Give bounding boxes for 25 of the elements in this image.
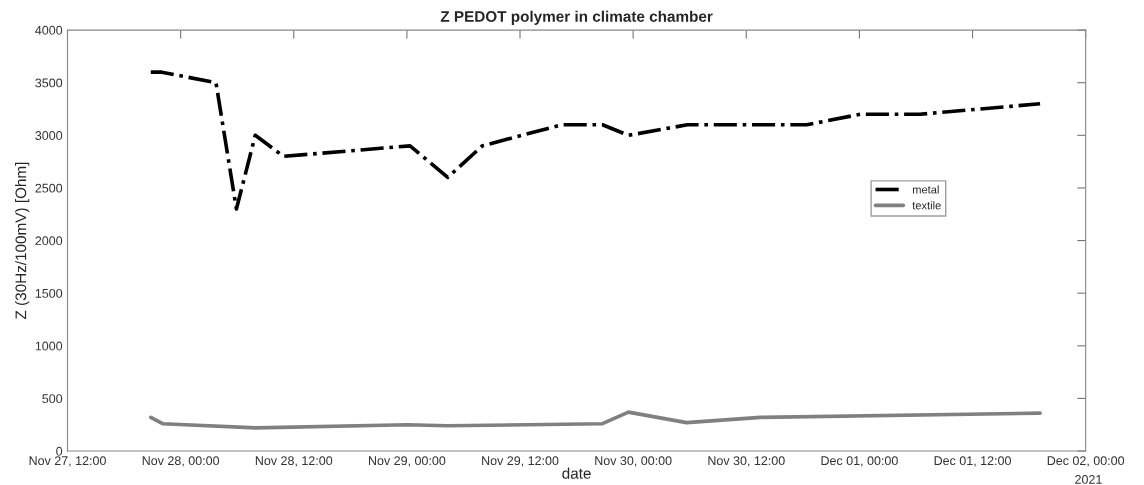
x-tick-label: Nov 29, 00:00 — [368, 456, 446, 467]
legend-label: metal — [912, 185, 939, 194]
x-tick-label: Dec 01, 12:00 — [934, 456, 1011, 467]
x-tick-label: Nov 29, 12:00 — [482, 456, 559, 467]
y-tick-label: 3000 — [35, 131, 63, 140]
y-tick-label: 0 — [56, 446, 63, 456]
y-tick-label: 1500 — [35, 288, 63, 298]
y-tick-label: 2000 — [35, 236, 63, 246]
legend-label: textile — [912, 201, 941, 210]
x-tick-label: Nov 28, 12:00 — [255, 456, 333, 467]
y-tick-label: 3500 — [35, 78, 63, 88]
y-tick-label: 2500 — [35, 183, 63, 193]
y-tick-label: 4000 — [35, 25, 63, 35]
x-tick-label: Nov 27, 12:00 — [29, 456, 106, 467]
x-tick-label: Nov 28, 00:00 — [142, 456, 220, 467]
y-tick-label: 500 — [42, 394, 63, 404]
x-tick-label: Nov 30, 00:00 — [595, 456, 672, 467]
chart-title: Z PEDOT polymer in climate chamber — [440, 10, 713, 25]
x-tick-label: Dec 02, 00:00 — [1047, 456, 1125, 467]
text: 2021 — [1075, 474, 1102, 484]
y-tick-label: 1000 — [35, 341, 63, 351]
x-tick-label: Nov 30, 12:00 — [708, 456, 785, 467]
x-axis-title: date — [562, 467, 591, 479]
y-axis-title: Z (30Hz/100mV) [Ohm] — [15, 162, 30, 320]
x-tick-label: Dec 01, 00:00 — [821, 456, 898, 467]
